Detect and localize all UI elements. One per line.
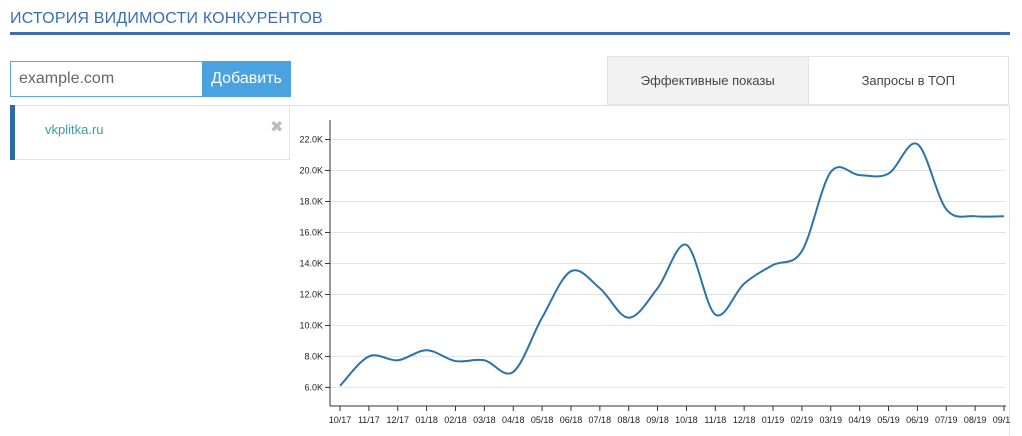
data-point <box>684 243 688 247</box>
x-tick-label: 04/18 <box>502 415 525 425</box>
x-tick-label: 09/19 <box>993 415 1010 425</box>
data-point <box>1002 214 1006 218</box>
add-competitor-button[interactable]: Добавить <box>202 61 291 97</box>
y-tick-label: 14.0K <box>299 258 323 268</box>
x-tick-label: 09/18 <box>646 415 669 425</box>
close-x-icon[interactable]: ✖ <box>270 119 284 136</box>
y-tick-label: 20.0K <box>299 165 323 175</box>
domain-input[interactable] <box>10 61 202 97</box>
active-item-marker <box>10 105 15 160</box>
y-tick-label: 8.0K <box>304 351 323 361</box>
x-tick-label: 01/18 <box>415 415 438 425</box>
competitor-domain: vkplitka.ru <box>45 122 104 137</box>
data-point <box>771 263 775 267</box>
metric-tabs: Эффективные показы Запросы в ТОП <box>607 56 1009 105</box>
data-point <box>944 207 948 211</box>
data-point <box>569 269 573 273</box>
data-point <box>367 354 371 358</box>
x-tick-label: 03/18 <box>473 415 496 425</box>
y-tick-label: 16.0K <box>299 227 323 237</box>
x-tick-label: 01/19 <box>762 415 785 425</box>
x-tick-label: 02/19 <box>791 415 814 425</box>
x-tick-label: 11/18 <box>704 415 726 425</box>
x-tick-label: 06/19 <box>906 415 929 425</box>
x-tick-label: 10/18 <box>675 415 698 425</box>
x-tick-label: 08/19 <box>964 415 987 425</box>
data-point <box>425 348 429 352</box>
tab-top-queries[interactable]: Запросы в ТОП <box>861 73 955 88</box>
data-point <box>396 358 400 362</box>
data-point <box>540 316 544 320</box>
data-point <box>829 170 833 174</box>
y-tick-label: 12.0K <box>299 289 323 299</box>
x-tick-label: 06/18 <box>560 415 583 425</box>
data-point <box>713 313 717 317</box>
competitor-item[interactable]: vkplitka.ru ✖ <box>10 105 289 160</box>
competitor-list: vkplitka.ru ✖ <box>10 105 290 160</box>
page-title: ИСТОРИЯ ВИДИМОСТИ КОНКУРЕНТОВ <box>10 10 323 27</box>
y-tick-label: 10.0K <box>299 320 323 330</box>
data-point <box>858 173 862 177</box>
x-tick-label: 11/17 <box>358 415 380 425</box>
line-chart: 6.0K 8.0K 10.0K 12.0K 14.0K 16.0K 18.0K 20.0K 22… <box>299 120 1010 425</box>
data-point <box>482 358 486 362</box>
title-divider <box>10 32 1010 35</box>
data-point <box>973 214 977 218</box>
visibility-chart: 6.0K 8.0K 10.0K 12.0K 14.0K 16.0K 18.0K 20.0K 22… <box>290 105 1010 435</box>
x-tick-label: 12/18 <box>733 415 756 425</box>
data-point <box>338 384 342 388</box>
data-point <box>598 286 602 290</box>
x-tick-label: 05/19 <box>877 415 900 425</box>
y-tick-label: 6.0K <box>304 382 323 392</box>
data-point <box>511 370 515 374</box>
x-tick-label: 10/17 <box>329 415 352 425</box>
x-tick-label: 07/18 <box>589 415 612 425</box>
tab-effective-impressions[interactable]: Эффективные показы <box>608 57 809 104</box>
x-tick-label: 04/19 <box>848 415 871 425</box>
series-line <box>339 142 1005 387</box>
x-tick-label: 12/17 <box>386 415 409 425</box>
data-point <box>800 249 804 253</box>
y-tick-label: 18.0K <box>299 196 323 206</box>
data-point <box>627 316 631 320</box>
data-point <box>915 142 919 146</box>
data-point <box>656 286 660 290</box>
x-tick-label: 08/18 <box>617 415 640 425</box>
data-point <box>742 282 746 286</box>
data-point <box>453 359 457 363</box>
x-tick-label: 05/18 <box>531 415 554 425</box>
x-tick-label: 03/19 <box>820 415 843 425</box>
x-tick-label: 02/18 <box>444 415 467 425</box>
x-tick-label: 07/19 <box>935 415 958 425</box>
data-point <box>887 172 891 176</box>
y-tick-label: 22.0K <box>299 134 323 144</box>
